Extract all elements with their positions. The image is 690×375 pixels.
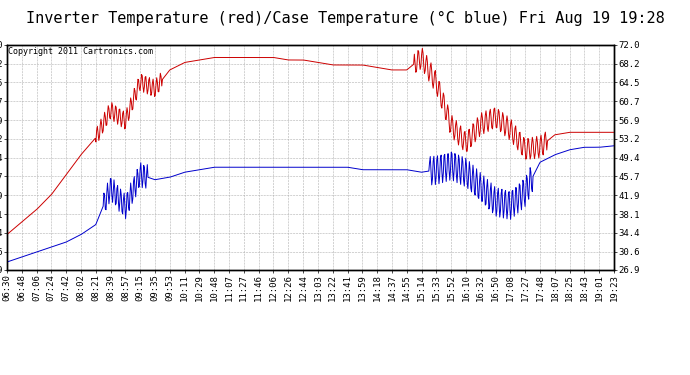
- Text: Copyright 2011 Cartronics.com: Copyright 2011 Cartronics.com: [8, 47, 153, 56]
- Text: Inverter Temperature (red)/Case Temperature (°C blue) Fri Aug 19 19:28: Inverter Temperature (red)/Case Temperat…: [26, 11, 664, 26]
